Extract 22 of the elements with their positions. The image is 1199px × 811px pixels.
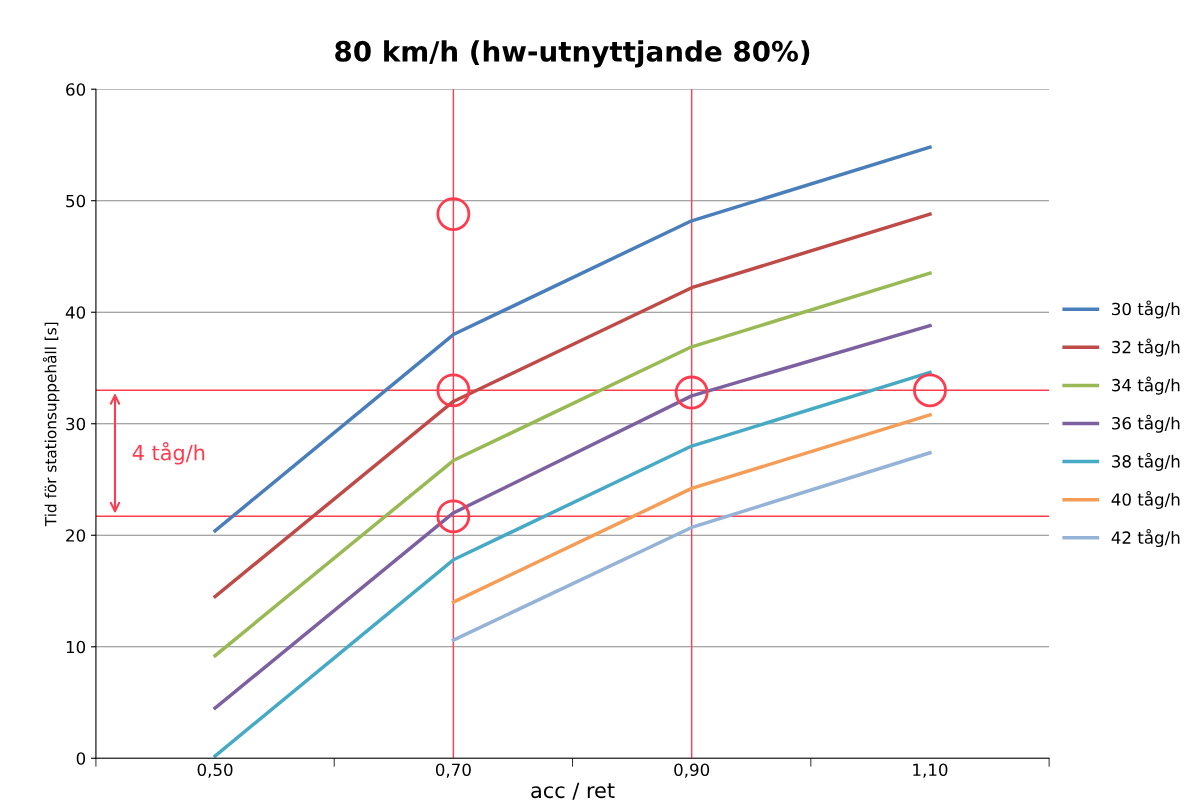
x-tick-label: 0,70	[435, 763, 471, 778]
legend-label: 32 tåg/h	[1112, 338, 1180, 357]
x-tick-label: 0,50	[197, 763, 233, 778]
legend-label: 40 tåg/h	[1111, 490, 1180, 509]
chart-title: 80 km/h (hw-utnyttjande 80%)	[335, 40, 810, 68]
y-tick-label: 10	[66, 640, 86, 654]
y-tick-label: 60	[66, 83, 86, 96]
y-tick-label: 30	[66, 417, 86, 431]
y-tick-label: 0	[76, 752, 86, 765]
legend-label: 34 tåg/h	[1112, 376, 1180, 395]
annotation: 4 tåg/h	[132, 441, 205, 465]
x-tick-label: 1,10	[913, 763, 948, 778]
x-tick-label: 0,90	[674, 763, 710, 778]
x-axis-title: acc / ret	[531, 782, 615, 800]
legend-label: 36 tåg/h	[1112, 414, 1180, 433]
y-axis-title: Tid för stationsuppehåll [s]	[42, 322, 60, 527]
y-tick-label: 50	[66, 194, 86, 208]
legend-label: 38 tåg/h	[1112, 452, 1180, 471]
legend-label: 42 tåg/h	[1111, 528, 1180, 548]
y-tick-label: 40	[65, 306, 86, 319]
y-tick-label: 20	[66, 529, 86, 542]
legend-label: 30 tåg/h	[1112, 300, 1180, 319]
